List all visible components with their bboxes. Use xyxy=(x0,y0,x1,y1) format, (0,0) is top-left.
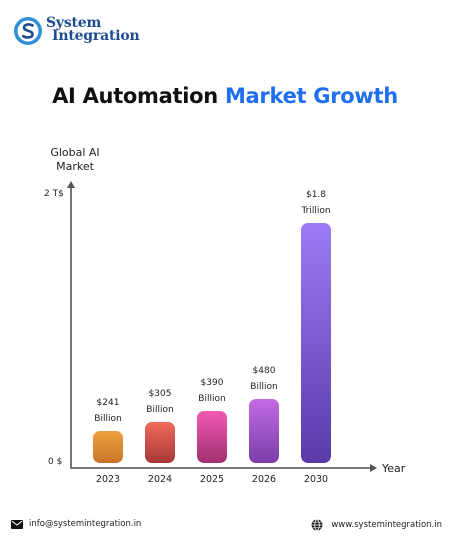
bar-2024 xyxy=(145,422,175,463)
footer-email[interactable]: info@systemintegration.in xyxy=(11,519,141,529)
x-tick-label-2024: 2024 xyxy=(147,474,173,485)
data-label-line: Trillion xyxy=(301,205,331,216)
y-axis-arrow-icon xyxy=(67,181,75,188)
y-tick-label-zero: 0 $ xyxy=(48,457,63,467)
data-label-line: $241 xyxy=(96,397,120,408)
x-axis-arrow-icon xyxy=(370,464,377,472)
data-label-line: $1.8 xyxy=(305,189,327,200)
bar-2030 xyxy=(301,222,331,463)
bar-2023 xyxy=(93,430,123,463)
y-tick-label-max: 2 T$ xyxy=(44,189,64,199)
x-axis-label: Year xyxy=(382,462,406,475)
data-label-2030: $1.8 Trillion xyxy=(286,187,346,219)
data-label-line: $390 xyxy=(200,377,224,388)
y-axis-line xyxy=(70,186,72,467)
system-integration-logo-icon xyxy=(14,17,42,45)
chart-title-part-2: Market Growth xyxy=(224,84,398,108)
data-label-line: Billion xyxy=(146,405,174,416)
mail-icon xyxy=(11,519,23,529)
data-label-line: $480 xyxy=(252,365,276,376)
data-label-line: Billion xyxy=(198,393,226,404)
footer-website[interactable]: www.systemintegration.in xyxy=(311,519,442,531)
data-label-line: Billion xyxy=(94,413,122,424)
x-axis-line xyxy=(70,467,371,469)
y-axis-label: Global AI Market xyxy=(50,146,100,173)
x-tick-label-2026: 2026 xyxy=(251,474,277,485)
data-label-line: Billion xyxy=(250,381,278,392)
data-label-2025: $390 Billion xyxy=(182,375,242,407)
data-label-2023: $241 Billion xyxy=(78,395,138,427)
x-tick-label-2023: 2023 xyxy=(95,474,121,485)
footer-website-text[interactable]: www.systemintegration.in xyxy=(331,520,442,530)
bar-2026 xyxy=(249,398,279,463)
brand-line-2: Integration xyxy=(52,28,140,44)
brand-line-1: System xyxy=(46,15,102,31)
chart-title-part-1: AI Automation xyxy=(52,84,218,108)
brand-name: System Integration xyxy=(46,15,140,44)
data-label-2026: $480 Billion xyxy=(234,363,294,395)
data-label-2024: $305 Billion xyxy=(130,386,190,418)
x-tick-label-2025: 2025 xyxy=(199,474,225,485)
brand-logo: System Integration xyxy=(13,14,153,50)
bar-2025 xyxy=(197,410,227,463)
chart-title: AI Automation Market Growth xyxy=(0,84,450,108)
footer-email-text[interactable]: info@systemintegration.in xyxy=(29,519,142,529)
data-label-line: $305 xyxy=(148,389,172,400)
globe-icon xyxy=(311,519,323,531)
x-tick-label-2030: 2030 xyxy=(303,474,329,485)
